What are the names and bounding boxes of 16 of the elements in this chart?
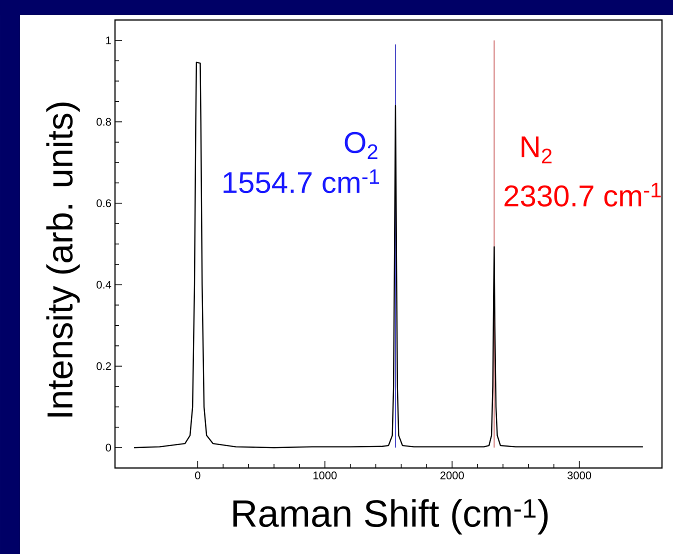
x-tick-label: 3000 <box>567 472 592 480</box>
x-axis-title: Raman Shift (cm$^{-1}$) <box>233 499 548 535</box>
y-axis-title: Intensity (arb. units) <box>46 102 80 417</box>
y-tick-label: 0 <box>106 444 112 452</box>
y-tick-label: 0.4 <box>96 280 112 289</box>
y-tick-label: 1 <box>106 36 111 44</box>
x-tick-label: 2000 <box>440 472 464 480</box>
y-tick-label: 0.8 <box>96 118 111 126</box>
y-tick-label: 0.2 <box>96 362 111 370</box>
x-tick-label: 1000 <box>313 472 337 480</box>
annotation: 2330.7 cm$^{-1}$ <box>504 182 661 207</box>
y-tick-label: 0.6 <box>96 199 111 208</box>
annotation: 1554.7 cm$^{-1}$ <box>224 169 380 194</box>
annotation: N$_{2}$ <box>522 136 552 164</box>
x-tick-label: 0 <box>195 472 200 480</box>
annotation: O$_{2}$ <box>344 132 378 159</box>
